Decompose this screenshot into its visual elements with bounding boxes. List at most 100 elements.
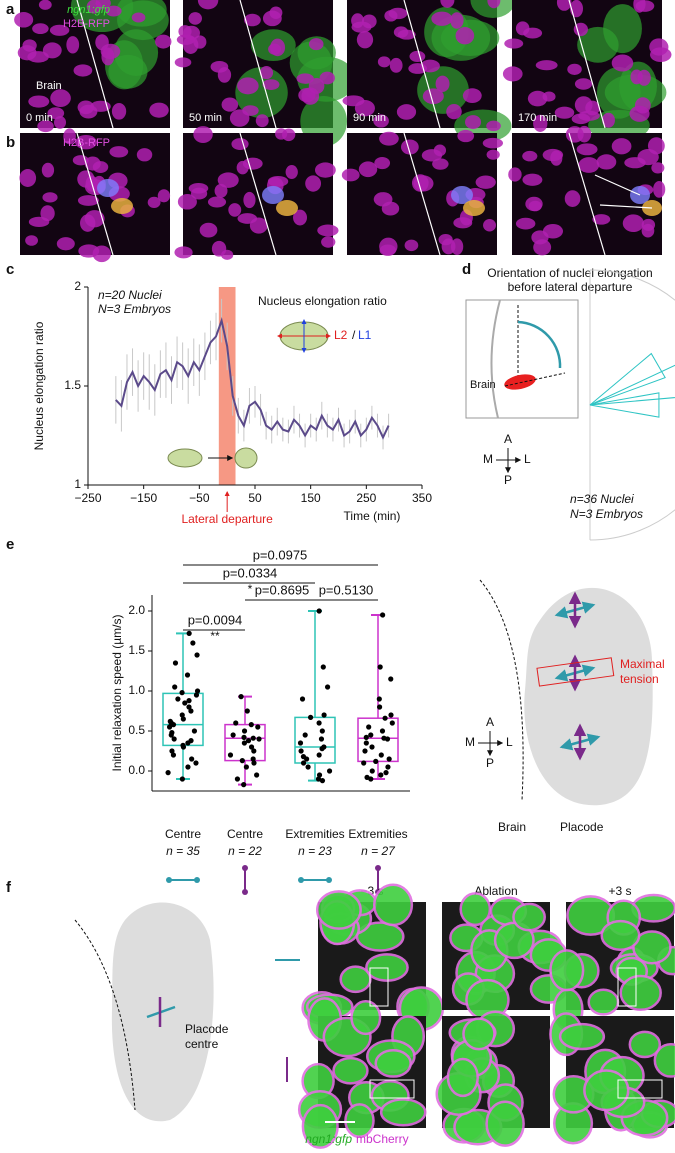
column-label: +3 s bbox=[608, 884, 631, 898]
nucleus bbox=[131, 12, 146, 23]
cell bbox=[549, 949, 585, 992]
significance: ** bbox=[210, 629, 220, 643]
time-label: 170 min bbox=[518, 112, 557, 124]
boundary bbox=[239, 0, 277, 129]
nucleus bbox=[14, 11, 34, 28]
nucleus bbox=[177, 194, 197, 210]
point bbox=[316, 608, 322, 614]
nucleus bbox=[319, 71, 335, 85]
panel-label: d bbox=[462, 261, 471, 278]
nucleus bbox=[450, 12, 464, 29]
point bbox=[319, 746, 325, 752]
point bbox=[166, 724, 173, 730]
nucleus bbox=[653, 180, 666, 198]
boundary bbox=[568, 0, 606, 129]
x-tick-label: 50 bbox=[248, 491, 262, 505]
nucleus bbox=[231, 138, 249, 150]
nucleus bbox=[37, 120, 54, 133]
nucleus bbox=[504, 374, 536, 390]
nucleus bbox=[149, 102, 169, 118]
nucleus bbox=[396, 104, 417, 120]
nucleus bbox=[314, 162, 336, 178]
diagram-label: Placode bbox=[185, 1022, 229, 1036]
point bbox=[250, 735, 256, 741]
nucleus bbox=[183, 25, 200, 40]
nucleus bbox=[214, 183, 228, 198]
nucleus bbox=[585, 100, 600, 116]
point bbox=[324, 684, 331, 690]
cell bbox=[653, 1043, 675, 1078]
nucleus bbox=[649, 47, 672, 62]
cell bbox=[462, 1017, 496, 1051]
point bbox=[244, 708, 250, 714]
region-label: Brain bbox=[470, 379, 496, 391]
nucleus bbox=[542, 148, 564, 162]
nucleus bbox=[193, 35, 207, 49]
point bbox=[165, 770, 171, 776]
point bbox=[388, 712, 394, 718]
frame bbox=[465, 299, 579, 419]
point bbox=[316, 772, 323, 778]
point bbox=[378, 752, 384, 758]
glyph bbox=[166, 877, 172, 883]
cell bbox=[339, 965, 372, 994]
point bbox=[366, 724, 372, 730]
nucleus bbox=[242, 105, 259, 116]
brain-edge bbox=[74, 919, 136, 1111]
point bbox=[315, 776, 322, 782]
nucleus bbox=[502, 66, 523, 82]
nucleus bbox=[527, 90, 548, 107]
point bbox=[179, 690, 185, 696]
nucleus bbox=[73, 64, 93, 77]
point bbox=[385, 764, 391, 770]
nucleus bbox=[411, 174, 429, 192]
point bbox=[172, 660, 179, 666]
nucleus bbox=[243, 191, 256, 209]
panel-label: e bbox=[6, 536, 14, 553]
annotation: N=3 Embryos bbox=[98, 302, 171, 316]
nucleus bbox=[351, 21, 372, 33]
rose-frame bbox=[589, 269, 675, 541]
nucleus bbox=[576, 143, 598, 156]
point bbox=[320, 664, 326, 670]
point bbox=[188, 708, 194, 714]
point bbox=[368, 732, 374, 738]
diagram-label: centre bbox=[185, 1037, 219, 1051]
cell bbox=[372, 883, 414, 927]
glyph bbox=[375, 865, 381, 871]
point bbox=[175, 696, 181, 702]
nucleus bbox=[455, 27, 475, 45]
tension-label: Maximal bbox=[620, 657, 665, 671]
category-label: Extremities bbox=[348, 827, 407, 841]
annotation: N=3 Embryos bbox=[570, 507, 643, 521]
point bbox=[243, 764, 249, 770]
nucleus bbox=[409, 50, 426, 63]
boundary bbox=[403, 0, 441, 129]
nucleus bbox=[377, 56, 391, 68]
nucleus bbox=[188, 12, 202, 25]
point bbox=[378, 772, 384, 778]
tension-box bbox=[536, 657, 615, 687]
compass-label: L bbox=[524, 452, 531, 466]
compass-label: A bbox=[504, 432, 512, 446]
nucleus bbox=[356, 31, 374, 49]
point bbox=[298, 748, 304, 754]
rose-wedge bbox=[589, 392, 660, 418]
cell bbox=[446, 1057, 479, 1098]
point bbox=[368, 776, 374, 782]
point bbox=[180, 716, 186, 722]
nucleus bbox=[308, 78, 325, 94]
nucleus bbox=[41, 162, 55, 178]
cell bbox=[350, 1000, 382, 1036]
nucleus bbox=[221, 97, 239, 112]
point bbox=[241, 734, 247, 741]
nucleus bbox=[92, 245, 111, 263]
nucleus bbox=[109, 146, 129, 158]
rose-wedge bbox=[589, 352, 666, 406]
point bbox=[191, 728, 198, 734]
compass-label: P bbox=[504, 473, 512, 487]
point bbox=[170, 752, 177, 758]
x-tick-label: −150 bbox=[130, 491, 157, 505]
nucleus bbox=[457, 129, 475, 143]
